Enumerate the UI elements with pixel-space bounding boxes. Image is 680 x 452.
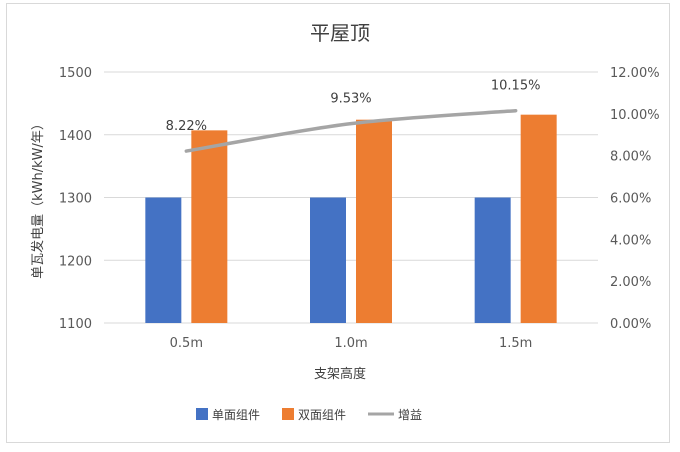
legend-swatch: [282, 408, 294, 420]
data-label: 9.53%: [330, 92, 371, 107]
data-label: 8.22%: [166, 119, 207, 134]
y-tick-label: 1400: [59, 129, 92, 144]
y-tick-label: 1100: [59, 317, 92, 332]
x-axis-ticks: 0.5m 1.0m 1.5m: [170, 336, 533, 351]
y2-tick-label: 0.00%: [610, 317, 651, 332]
y-tick-label: 1500: [59, 66, 92, 81]
legend-label: 单面组件: [212, 408, 260, 422]
line-增益: [184, 108, 518, 153]
data-label: 10.15%: [491, 79, 541, 94]
bar-单面组件-0.5m: [145, 197, 182, 323]
y2-tick-label: 8.00%: [610, 150, 651, 165]
y2-tick-label: 10.00%: [610, 108, 660, 123]
legend-label: 增益: [398, 408, 422, 422]
y-tick-label: 1200: [59, 254, 92, 269]
bar-双面组件-1.5m: [520, 114, 557, 323]
y2-tick-label: 12.00%: [610, 66, 660, 81]
gridlines: [104, 71, 598, 324]
bars: [145, 114, 557, 323]
x-tick-label: 1.5m: [499, 336, 532, 351]
y2-tick-label: 6.00%: [610, 192, 651, 207]
chart-title: 平屋顶: [310, 21, 370, 45]
bar-单面组件-1.0m: [310, 197, 346, 323]
legend-swatch: [196, 408, 208, 420]
bar-双面组件-1.0m: [356, 119, 392, 323]
x-tick-label: 0.5m: [170, 336, 203, 351]
y-axis-ticks: 1100 1200 1300 1400 1500: [59, 66, 92, 332]
gain-line: 8.22% 9.53% 10.15%: [166, 79, 541, 153]
y2-tick-label: 2.00%: [610, 275, 651, 290]
legend: 单面组件 双面组件 增益: [196, 408, 422, 422]
x-axis-title: 支架高度: [314, 366, 366, 382]
bar-单面组件-1.5m: [474, 197, 511, 323]
y-tick-label: 1300: [59, 192, 92, 207]
y2-axis-ticks: 0.00% 2.00% 4.00% 6.00% 8.00% 10.00% 12.00%: [610, 66, 660, 332]
y-axis-title: 单瓦发电量（kWh/kW/年）: [30, 117, 46, 279]
bar-双面组件-0.5m: [191, 130, 228, 323]
x-tick-label: 1.0m: [334, 336, 367, 351]
y2-tick-label: 4.00%: [610, 233, 651, 248]
legend-label: 双面组件: [298, 408, 346, 422]
